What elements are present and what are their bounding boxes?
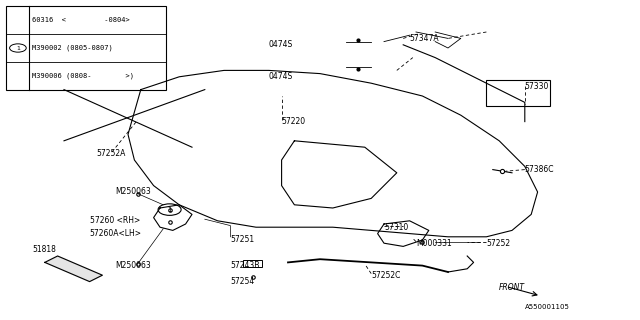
- Text: M250063: M250063: [115, 261, 151, 270]
- Text: 57310: 57310: [384, 223, 408, 232]
- Text: 57254: 57254: [230, 277, 255, 286]
- Text: 1: 1: [167, 207, 172, 212]
- Text: 0474S: 0474S: [269, 40, 293, 49]
- Text: 57330: 57330: [525, 82, 549, 91]
- Text: 57220: 57220: [282, 117, 306, 126]
- Text: 57386C: 57386C: [525, 165, 554, 174]
- Text: 57251: 57251: [230, 236, 255, 244]
- Text: 0474S: 0474S: [269, 72, 293, 81]
- Text: M390002 (0805-0807): M390002 (0805-0807): [32, 45, 113, 51]
- Text: 60316  <         -0804>: 60316 < -0804>: [32, 17, 130, 23]
- Text: FRONT: FRONT: [499, 284, 525, 292]
- Text: 57260A<LH>: 57260A<LH>: [90, 229, 141, 238]
- Text: 57252: 57252: [486, 239, 511, 248]
- Text: 57347A: 57347A: [410, 34, 439, 43]
- Text: 57260 <RH>: 57260 <RH>: [90, 216, 140, 225]
- Polygon shape: [45, 256, 102, 282]
- Text: 51818: 51818: [32, 245, 56, 254]
- Text: 57252C: 57252C: [371, 271, 401, 280]
- Text: 1: 1: [16, 45, 20, 51]
- Text: A550001105: A550001105: [525, 304, 570, 310]
- Text: M250063: M250063: [115, 188, 151, 196]
- Text: M390006 (0808-        >): M390006 (0808- >): [32, 73, 134, 79]
- Text: M000331: M000331: [416, 239, 452, 248]
- Text: 57243B: 57243B: [230, 261, 260, 270]
- Text: 57252A: 57252A: [96, 149, 125, 158]
